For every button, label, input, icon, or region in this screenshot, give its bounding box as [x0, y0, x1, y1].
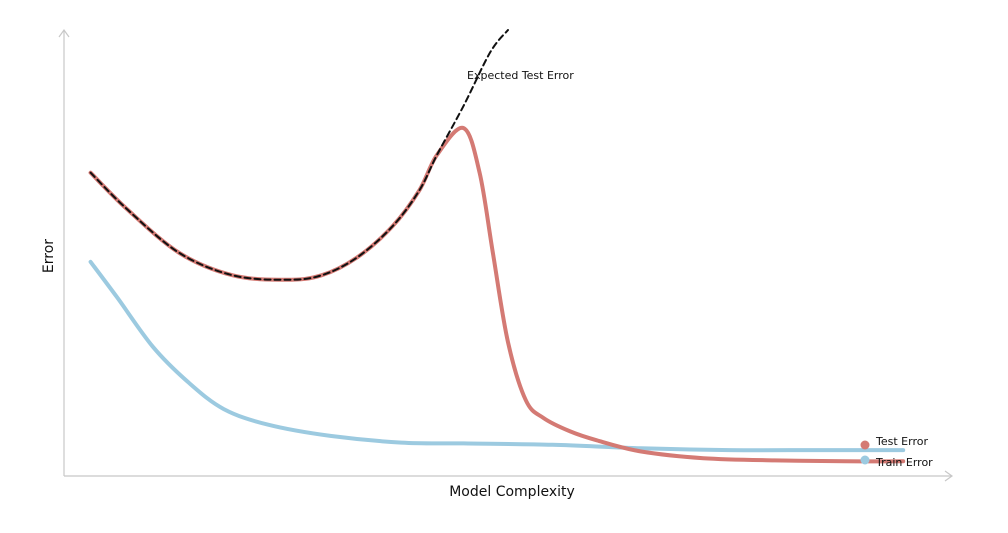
- y-axis-title: Error: [41, 239, 57, 273]
- legend-marker-test-error: [860, 440, 870, 450]
- series-layer: [88, 29, 906, 464]
- legend-label-train-error: Train Error: [875, 456, 933, 469]
- legend-label-test-error: Test Error: [875, 435, 928, 448]
- y-axis-arrow-icon: [58, 28, 70, 38]
- series-line-test-error: [88, 125, 906, 464]
- x-axis-title: Model Complexity: [449, 484, 575, 500]
- expected-test-error-label: Expected Test Error: [467, 69, 574, 82]
- legend: Test Error Train Error: [860, 435, 933, 469]
- x-axis-arrow-icon: [944, 470, 954, 482]
- series-line-expected-test-error: [89, 29, 509, 281]
- series-line-train-error: [88, 259, 906, 453]
- legend-marker-train-error: [860, 455, 870, 465]
